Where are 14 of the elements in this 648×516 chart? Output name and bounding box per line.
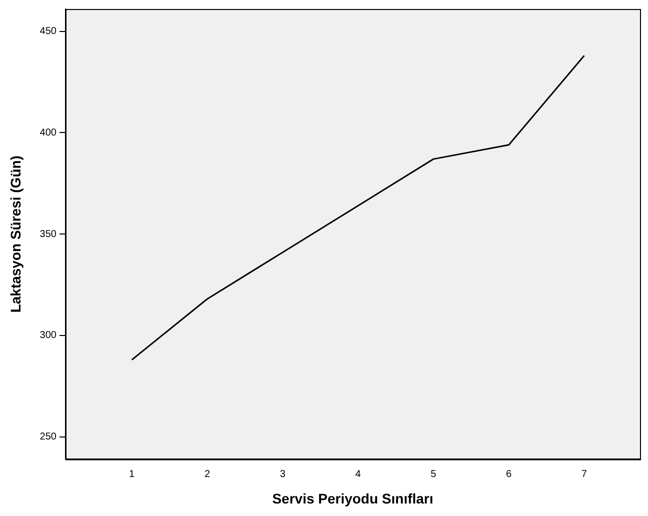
y-tick-label: 350 <box>40 228 57 240</box>
y-tick-label: 450 <box>40 26 57 38</box>
x-tick-label: 6 <box>506 468 512 480</box>
x-tick-label: 1 <box>129 468 136 480</box>
y-tick-label: 400 <box>40 127 57 138</box>
x-tick-label: 7 <box>581 468 588 480</box>
y-axis-title: Laktasyon Süresi (Gün) <box>7 156 24 313</box>
x-tick-label: 3 <box>280 468 286 480</box>
y-tick-label: 300 <box>40 330 57 342</box>
x-tick-label: 2 <box>204 468 210 480</box>
y-tick-label: 250 <box>40 432 57 443</box>
x-axis-title: Servis Periyodu Sınıfları <box>272 490 434 506</box>
x-tick-label: 5 <box>430 468 437 480</box>
x-tick-label: 4 <box>355 468 362 480</box>
